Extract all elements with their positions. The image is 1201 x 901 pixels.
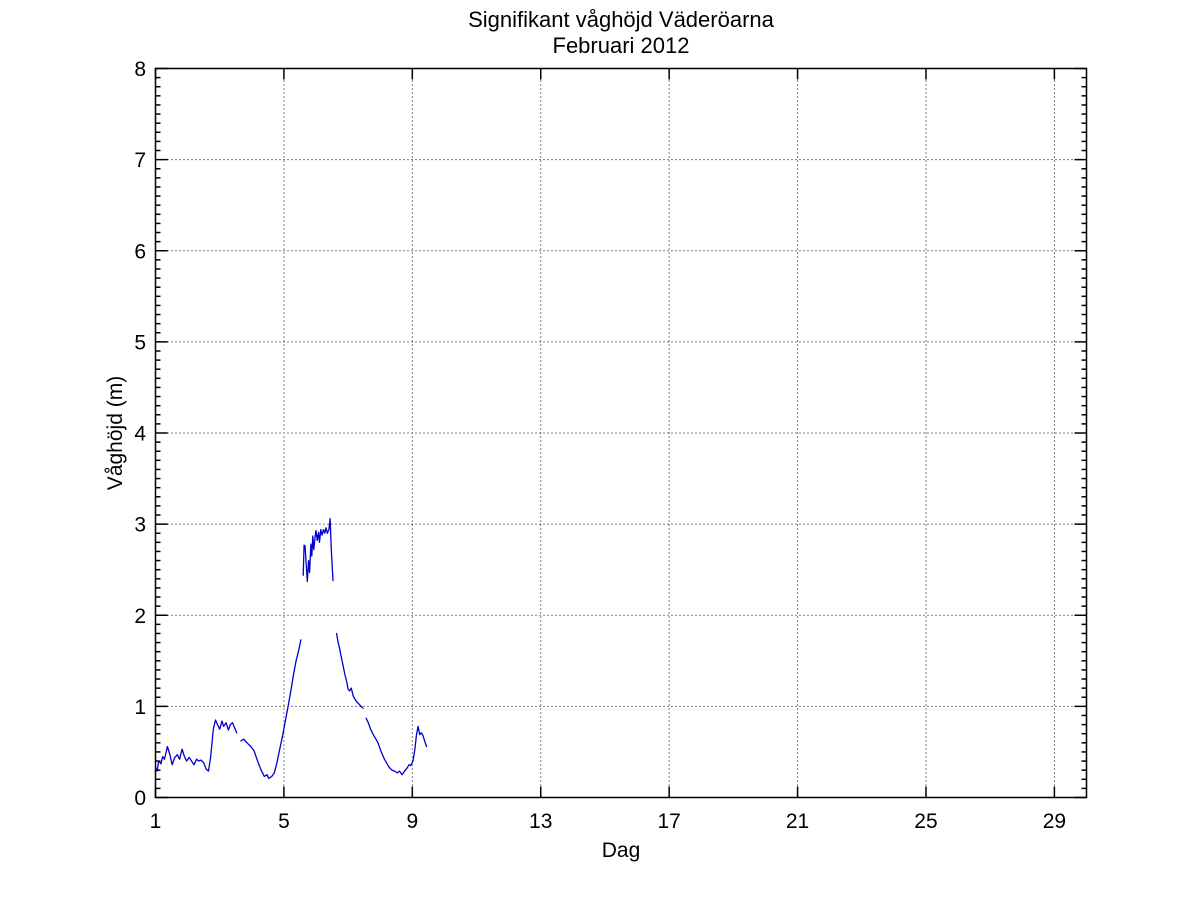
wave-height-line bbox=[335, 632, 364, 709]
x-tick-label: 9 bbox=[406, 810, 418, 833]
y-tick-label: 5 bbox=[134, 331, 146, 354]
chart-title: Signifikant våghöjd Väderöarna bbox=[468, 7, 775, 32]
x-tick-label: 25 bbox=[914, 810, 937, 833]
y-tick-label: 3 bbox=[134, 514, 146, 537]
data-series bbox=[154, 518, 428, 780]
x-tick-label: 17 bbox=[657, 810, 680, 833]
x-tick-label: 5 bbox=[278, 810, 290, 833]
wave-height-line bbox=[154, 719, 238, 772]
y-tick-label: 0 bbox=[134, 787, 146, 810]
wave-height-line bbox=[302, 518, 334, 583]
plot-box bbox=[154, 67, 1088, 799]
x-tick-label: 13 bbox=[529, 810, 552, 833]
y-tick-label: 4 bbox=[134, 423, 146, 446]
x-tick-label: 21 bbox=[786, 810, 809, 833]
x-tick-label: 29 bbox=[1043, 810, 1066, 833]
chart-subtitle: Februari 2012 bbox=[553, 33, 690, 58]
x-tick-label: 1 bbox=[150, 810, 162, 833]
y-tick-label: 1 bbox=[134, 696, 146, 719]
y-tick-label: 7 bbox=[134, 149, 146, 172]
y-tick-label: 8 bbox=[134, 58, 146, 81]
wave-height-line bbox=[365, 717, 428, 776]
y-axis-label: Våghöjd (m) bbox=[104, 376, 127, 490]
grid-lines bbox=[155, 68, 1087, 798]
x-axis-label: Dag bbox=[602, 839, 641, 862]
wave-height-line bbox=[240, 639, 302, 780]
y-tick-label: 2 bbox=[134, 605, 146, 628]
y-tick-label: 6 bbox=[134, 240, 146, 263]
